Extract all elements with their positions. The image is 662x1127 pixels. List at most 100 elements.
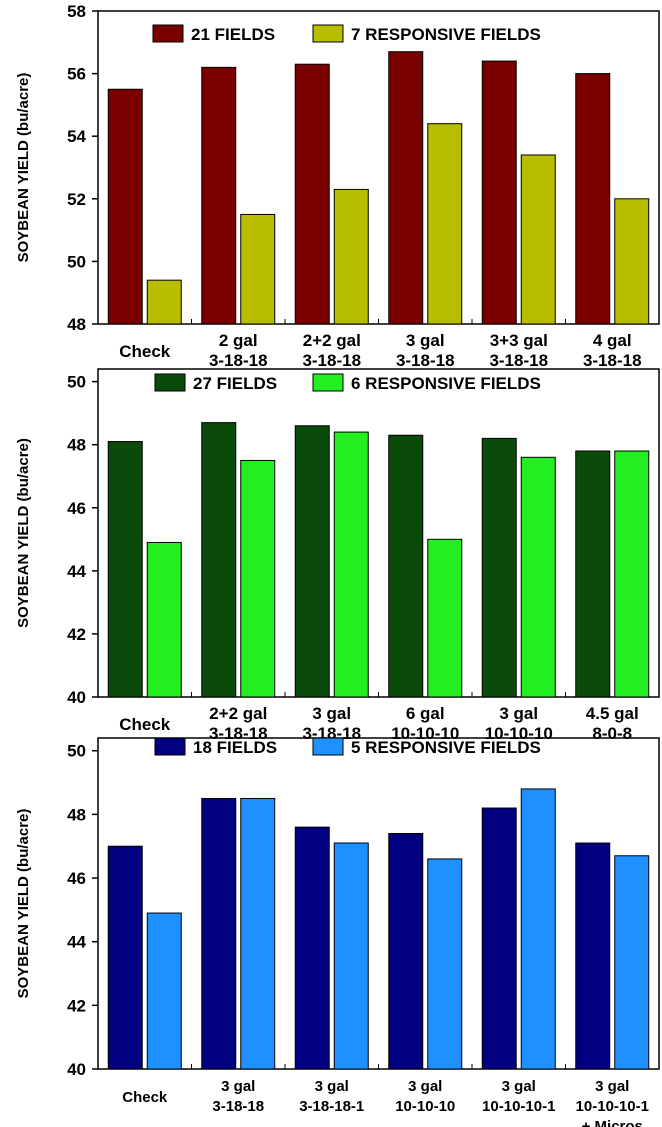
bar-responsive-fields bbox=[240, 459, 276, 698]
y-tick-label: 48 bbox=[67, 315, 86, 334]
x-tick-label: 6 gal bbox=[406, 704, 445, 723]
x-tick-label: 3-18-18-1 bbox=[299, 1098, 364, 1115]
y-tick-label: 44 bbox=[67, 933, 86, 952]
bar-responsive-fields bbox=[146, 279, 182, 325]
bar-all-fields bbox=[107, 441, 143, 698]
y-tick-label: 40 bbox=[67, 688, 86, 707]
legend-label: 5 RESPONSIVE FIELDS bbox=[351, 738, 541, 757]
legend-swatch bbox=[154, 373, 186, 392]
chart-panel-3: 40 42 44 46 48 50 SOYBEAN YIELD (bu/acre) Check… bbox=[15, 737, 660, 1127]
y-axis-label: SOYBEAN YIELD (bu/acre) bbox=[15, 809, 32, 999]
x-tick-label: 3-18-18 bbox=[209, 351, 268, 370]
x-tick-label: 3 gal bbox=[315, 1078, 349, 1095]
y-tick-label: 44 bbox=[67, 562, 86, 581]
bar-all-fields bbox=[107, 845, 143, 1070]
x-tick-label: 3 gal bbox=[502, 1078, 536, 1095]
x-tick-label: 4.5 gal bbox=[586, 704, 639, 723]
bar-all-fields bbox=[294, 425, 330, 698]
bar-responsive-fields bbox=[333, 188, 369, 325]
bar-all-fields bbox=[481, 60, 517, 325]
bar-responsive-fields bbox=[614, 450, 650, 698]
x-tick-label: 3-18-18 bbox=[489, 351, 548, 370]
legend-swatch bbox=[312, 24, 344, 43]
bar-responsive-fields bbox=[520, 154, 556, 325]
y-tick-label: 48 bbox=[67, 805, 86, 824]
plot-frame bbox=[97, 368, 660, 698]
y-tick-label: 46 bbox=[67, 869, 86, 888]
y-tick-label: 50 bbox=[67, 742, 86, 761]
legend-label: 7 RESPONSIVE FIELDS bbox=[351, 25, 541, 44]
bar-all-fields bbox=[201, 66, 237, 325]
x-tick-label: 2+2 gal bbox=[303, 331, 361, 350]
bar-all-fields bbox=[201, 422, 237, 698]
bar-all-fields bbox=[388, 434, 424, 698]
y-axis-label: SOYBEAN YIELD (bu/acre) bbox=[15, 438, 32, 628]
legend-label: 18 FIELDS bbox=[193, 738, 277, 757]
bar-responsive-fields bbox=[614, 198, 650, 325]
bar-responsive-fields bbox=[520, 788, 556, 1070]
bar-all-fields bbox=[481, 807, 517, 1070]
bar-responsive-fields bbox=[427, 123, 463, 325]
y-tick-label: 52 bbox=[67, 190, 86, 209]
legend-swatch bbox=[312, 373, 344, 392]
x-tick-label: 3+3 gal bbox=[490, 331, 548, 350]
y-tick-label: 54 bbox=[67, 127, 86, 146]
bar-all-fields bbox=[294, 826, 330, 1070]
bar-responsive-fields bbox=[240, 213, 276, 325]
y-tick-label: 50 bbox=[67, 373, 86, 392]
y-tick-label: 46 bbox=[67, 499, 86, 518]
bar-responsive-fields bbox=[240, 797, 276, 1070]
bar-responsive-fields bbox=[614, 855, 650, 1070]
y-tick-label: 42 bbox=[67, 996, 86, 1015]
x-tick-label: 3 gal bbox=[499, 704, 538, 723]
bar-responsive-fields bbox=[427, 538, 463, 698]
legend-label: 27 FIELDS bbox=[193, 374, 277, 393]
y-axis-label: SOYBEAN YIELD (bu/acre) bbox=[15, 73, 32, 263]
x-tick-label: 3 gal bbox=[406, 331, 445, 350]
x-tick-label: 4 gal bbox=[593, 331, 632, 350]
plot-frame bbox=[97, 737, 660, 1070]
bar-all-fields bbox=[575, 842, 611, 1070]
x-tick-label: Check bbox=[119, 715, 171, 734]
x-tick-label: 3 gal bbox=[312, 704, 351, 723]
bar-responsive-fields bbox=[333, 431, 369, 698]
x-tick-label: 10-10-10 bbox=[395, 1098, 455, 1115]
x-tick-label: 3-18-18 bbox=[583, 351, 642, 370]
bar-responsive-fields bbox=[146, 541, 182, 698]
x-tick-label: 3-18-18 bbox=[302, 351, 361, 370]
bar-all-fields bbox=[481, 437, 517, 698]
bar-responsive-fields bbox=[427, 858, 463, 1070]
x-tick-label: Check bbox=[119, 342, 171, 361]
bar-responsive-fields bbox=[146, 912, 182, 1070]
x-tick-label: Check bbox=[122, 1089, 168, 1106]
x-tick-label: 8-0-8 bbox=[592, 724, 632, 743]
x-tick-label: 3-18-18 bbox=[396, 351, 455, 370]
y-tick-label: 40 bbox=[67, 1060, 86, 1079]
y-tick-label: 56 bbox=[67, 65, 86, 84]
bar-all-fields bbox=[388, 832, 424, 1070]
x-tick-label: 2+2 gal bbox=[209, 704, 267, 723]
bar-responsive-fields bbox=[333, 842, 369, 1070]
chart-panel-2: 40 42 44 46 48 50 SOYBEAN YIELD (bu/acre) Check… bbox=[15, 368, 660, 743]
legend-label: 21 FIELDS bbox=[191, 25, 275, 44]
legend-swatch bbox=[154, 737, 186, 756]
bar-all-fields bbox=[107, 88, 143, 325]
x-tick-label: + Micros bbox=[582, 1118, 643, 1127]
y-tick-label: 58 bbox=[67, 2, 86, 21]
x-tick-label: 3-18-18 bbox=[212, 1098, 264, 1115]
bar-responsive-fields bbox=[520, 456, 556, 698]
y-tick-label: 50 bbox=[67, 252, 86, 271]
chart-panel-1: 48 50 52 54 56 58 SOYBEAN YIELD (bu/acre) Check… bbox=[15, 2, 660, 370]
bar-all-fields bbox=[201, 797, 237, 1070]
bar-all-fields bbox=[575, 450, 611, 698]
x-tick-label: 3 gal bbox=[221, 1078, 255, 1095]
x-tick-label: 10-10-10-1 bbox=[482, 1098, 555, 1115]
legend-swatch bbox=[312, 737, 344, 756]
bar-all-fields bbox=[294, 63, 330, 325]
x-tick-label: 3 gal bbox=[408, 1078, 442, 1095]
legend-label: 6 RESPONSIVE FIELDS bbox=[351, 374, 541, 393]
x-tick-label: 10-10-10-1 bbox=[576, 1098, 649, 1115]
y-tick-label: 42 bbox=[67, 625, 86, 644]
bar-all-fields bbox=[575, 73, 611, 325]
